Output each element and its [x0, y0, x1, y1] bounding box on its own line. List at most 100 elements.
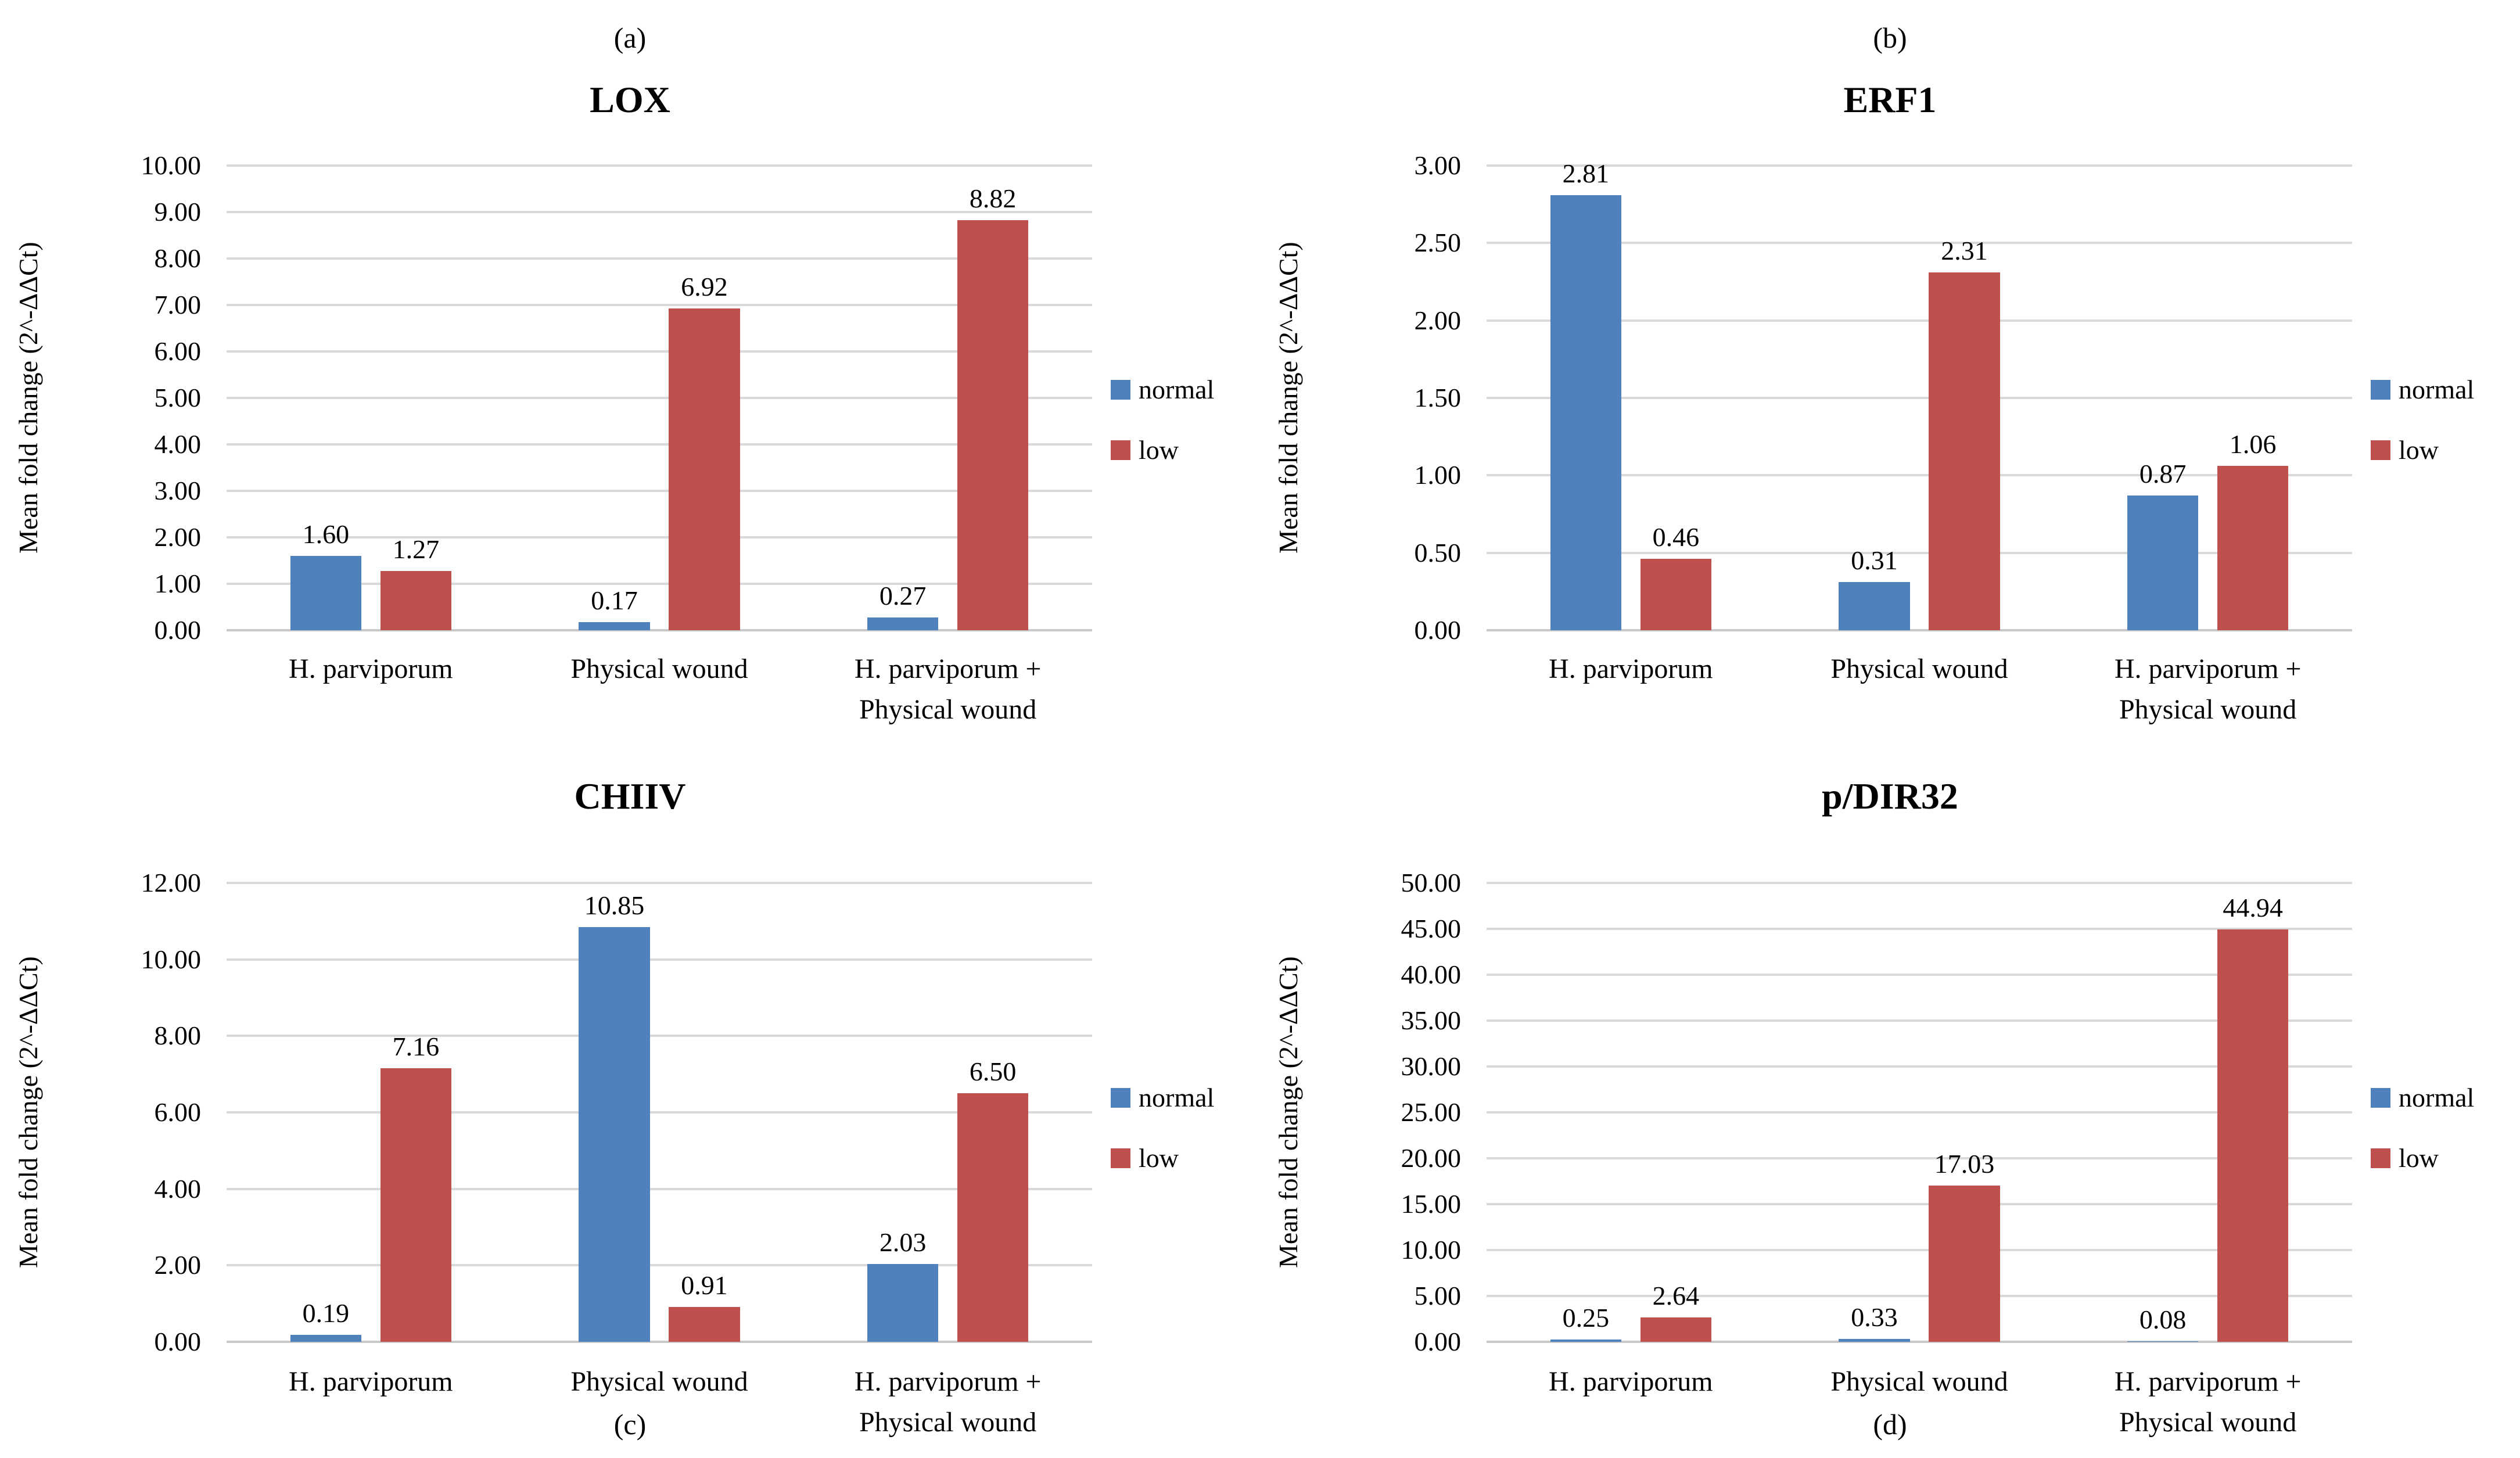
panel-letter-label: (a) — [613, 21, 647, 54]
gridline — [1487, 1203, 2352, 1205]
plot-area: 0.19 10.85 2.03 7.16 0.91 6.50 — [227, 882, 1092, 1343]
legend-label: low — [1139, 1143, 1179, 1173]
gridline — [227, 211, 1092, 213]
plot-area: 0.25 0.33 0.08 2.64 17.03 44.94 — [1487, 882, 2352, 1343]
bar-normal — [290, 1334, 361, 1342]
gridline — [227, 350, 1092, 353]
y-tick-label: 10.00 — [141, 944, 202, 974]
gridline — [1487, 974, 2352, 976]
bar-normal — [1839, 1338, 1910, 1342]
category-label: H. parviporum — [1549, 653, 1713, 684]
bar-low — [1929, 1185, 2000, 1342]
legend-item-low: low — [1111, 1145, 1214, 1172]
legend-item-low: low — [2371, 437, 2474, 464]
bar-low — [957, 220, 1029, 630]
bar-low — [1929, 272, 2000, 630]
bar-low — [2217, 466, 2289, 630]
data-label: 2.81 — [1562, 158, 1610, 188]
y-tick-label: 12.00 — [141, 868, 202, 897]
y-tick-label: 7.00 — [154, 290, 202, 319]
data-label: 0.27 — [879, 581, 927, 611]
legend-swatch-normal — [1111, 1088, 1130, 1108]
gridline — [1487, 397, 2352, 399]
panel-d: p/DIR32 Mean fold change (2^-ΔΔCt) 0.00 5… — [1260, 729, 2520, 1458]
data-label: 6.50 — [969, 1057, 1017, 1087]
legend-swatch-normal — [2371, 380, 2390, 400]
data-label: 0.33 — [1851, 1302, 1898, 1332]
legend-label: normal — [1139, 375, 1215, 404]
category-label: H. parviporum — [289, 653, 453, 684]
category-label: Physical wound — [1830, 1366, 2008, 1397]
data-label: 6.92 — [681, 272, 728, 302]
gridline — [227, 304, 1092, 306]
y-tick-label: 9.00 — [154, 197, 202, 227]
legend: normal low — [2371, 376, 2474, 464]
y-axis-ticks: 0.00 0.50 1.00 1.50 2.00 2.50 3.00 — [1260, 152, 1462, 644]
data-label: 17.03 — [1934, 1148, 1995, 1179]
gridline — [1487, 1249, 2352, 1251]
bar-normal — [867, 617, 939, 630]
bar-normal — [867, 1264, 939, 1342]
data-label: 1.27 — [392, 534, 440, 565]
gridline — [227, 397, 1092, 399]
data-label: 1.60 — [302, 519, 350, 549]
y-tick-label: 6.00 — [154, 1097, 202, 1127]
gridline — [227, 1111, 1092, 1114]
y-tick-label: 4.00 — [154, 429, 202, 459]
gridline — [227, 536, 1092, 538]
y-tick-label: 10.00 — [141, 150, 202, 180]
bar-normal — [2127, 495, 2199, 630]
plot-area: 1.60 0.17 0.27 1.27 6.92 8.82 — [227, 164, 1092, 631]
panel-letter-label: (b) — [1873, 21, 1907, 54]
data-label: 0.25 — [1562, 1303, 1610, 1333]
panel-c: CHIIV Mean fold change (2^-ΔΔCt) 0.00 2.0… — [0, 729, 1260, 1458]
gridline — [1487, 928, 2352, 930]
legend-label: normal — [2399, 1083, 2475, 1112]
x-axis-line — [227, 1341, 1092, 1343]
legend-swatch-normal — [1111, 380, 1130, 400]
y-tick-label: 25.00 — [1401, 1097, 1462, 1127]
legend-swatch-normal — [2371, 1088, 2390, 1108]
legend-label: normal — [1139, 1083, 1215, 1112]
bar-normal — [1839, 582, 1910, 630]
bar-low — [957, 1093, 1029, 1342]
y-tick-label: 2.00 — [154, 522, 202, 552]
chart-title: p/DIR32 — [1822, 775, 1958, 817]
category-label: H. parviporum — [289, 1366, 453, 1397]
data-label: 0.17 — [591, 586, 638, 616]
gridline — [1487, 319, 2352, 322]
gridline — [1487, 242, 2352, 245]
y-axis-ticks: 0.00 2.00 4.00 6.00 8.00 10.00 12.00 — [0, 870, 202, 1355]
gridline — [1487, 1295, 2352, 1297]
y-tick-label: 1.00 — [1414, 460, 1462, 490]
legend: normal low — [1111, 376, 1214, 464]
legend-item-normal: normal — [2371, 376, 2474, 403]
category-label: H. parviporum + Physical wound — [2114, 653, 2302, 725]
category-label: Physical wound — [1830, 653, 2008, 684]
data-label: 0.08 — [2139, 1304, 2187, 1334]
x-axis-line — [1487, 629, 2352, 631]
gridline — [1487, 551, 2352, 554]
y-tick-label: 0.00 — [1414, 1327, 1462, 1356]
y-tick-label: 35.00 — [1401, 1005, 1462, 1035]
chart-title: LOX — [590, 79, 670, 120]
y-tick-label: 5.00 — [154, 383, 202, 412]
category-label: H. parviporum + Physical wound — [2114, 1366, 2302, 1438]
data-label: 44.94 — [2223, 892, 2283, 922]
panel-a: (a) LOX Mean fold change (2^-ΔΔCt) 0.00 1… — [0, 0, 1260, 729]
bar-low — [380, 571, 451, 630]
y-tick-label: 8.00 — [154, 243, 202, 273]
legend-swatch-low — [1111, 440, 1130, 460]
gridline — [1487, 474, 2352, 477]
data-label: 7.16 — [392, 1031, 440, 1061]
y-tick-label: 2.00 — [1414, 305, 1462, 335]
bar-low — [669, 308, 740, 630]
y-axis-ticks: 0.00 5.00 10.00 15.00 20.00 25.00 30.00 35.00 40… — [1260, 870, 1462, 1355]
legend: normal low — [1111, 1084, 1214, 1172]
gridline — [1487, 1111, 2352, 1114]
data-label: 1.06 — [2229, 429, 2277, 459]
legend-item-low: low — [1111, 437, 1214, 464]
bar-low — [380, 1068, 451, 1342]
gridline — [227, 882, 1092, 884]
panel-b: (b) ERF1 Mean fold change (2^-ΔΔCt) 0.00… — [1260, 0, 2520, 729]
